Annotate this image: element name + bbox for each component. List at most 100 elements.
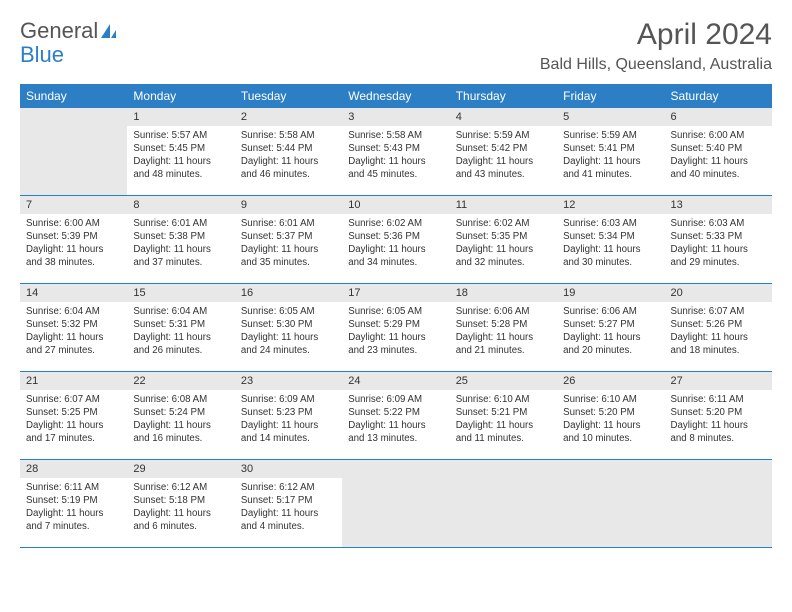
day-details: Sunrise: 6:07 AMSunset: 5:26 PMDaylight:…: [665, 302, 772, 361]
day-number: 29: [127, 460, 234, 478]
calendar-day-cell: 27Sunrise: 6:11 AMSunset: 5:20 PMDayligh…: [665, 372, 772, 460]
calendar-day-cell: 6Sunrise: 6:00 AMSunset: 5:40 PMDaylight…: [665, 108, 772, 196]
brand-logo: General: [20, 18, 118, 44]
month-title: April 2024: [540, 18, 772, 52]
day-number: 7: [20, 196, 127, 214]
calendar-day-cell: 16Sunrise: 6:05 AMSunset: 5:30 PMDayligh…: [235, 284, 342, 372]
day-number: 23: [235, 372, 342, 390]
day-details: Sunrise: 6:12 AMSunset: 5:18 PMDaylight:…: [127, 478, 234, 537]
day-details: Sunrise: 6:06 AMSunset: 5:28 PMDaylight:…: [450, 302, 557, 361]
calendar-day-cell: 5Sunrise: 5:59 AMSunset: 5:41 PMDaylight…: [557, 108, 664, 196]
calendar-blank-cell: [20, 108, 127, 196]
day-number: 25: [450, 372, 557, 390]
calendar-blank-cell: [557, 460, 664, 548]
header: General April 2024 Bald Hills, Queenslan…: [20, 18, 772, 74]
calendar-week-row: 7Sunrise: 6:00 AMSunset: 5:39 PMDaylight…: [20, 196, 772, 284]
calendar-day-cell: 20Sunrise: 6:07 AMSunset: 5:26 PMDayligh…: [665, 284, 772, 372]
calendar-day-cell: 12Sunrise: 6:03 AMSunset: 5:34 PMDayligh…: [557, 196, 664, 284]
brand-text-1: General: [20, 18, 98, 44]
calendar-day-cell: 11Sunrise: 6:02 AMSunset: 5:35 PMDayligh…: [450, 196, 557, 284]
calendar-day-cell: 22Sunrise: 6:08 AMSunset: 5:24 PMDayligh…: [127, 372, 234, 460]
sail-icon: [100, 22, 118, 40]
day-details: Sunrise: 6:03 AMSunset: 5:33 PMDaylight:…: [665, 214, 772, 273]
calendar-week-row: 14Sunrise: 6:04 AMSunset: 5:32 PMDayligh…: [20, 284, 772, 372]
day-number: 13: [665, 196, 772, 214]
day-number: 4: [450, 108, 557, 126]
calendar-day-cell: 1Sunrise: 5:57 AMSunset: 5:45 PMDaylight…: [127, 108, 234, 196]
day-details: Sunrise: 6:10 AMSunset: 5:20 PMDaylight:…: [557, 390, 664, 449]
day-number: 21: [20, 372, 127, 390]
day-header: Saturday: [665, 84, 772, 108]
day-details: Sunrise: 6:04 AMSunset: 5:32 PMDaylight:…: [20, 302, 127, 361]
day-details: Sunrise: 6:11 AMSunset: 5:19 PMDaylight:…: [20, 478, 127, 537]
day-header: Monday: [127, 84, 234, 108]
day-number: 17: [342, 284, 449, 302]
calendar-blank-cell: [450, 460, 557, 548]
day-details: Sunrise: 6:03 AMSunset: 5:34 PMDaylight:…: [557, 214, 664, 273]
day-details: Sunrise: 6:01 AMSunset: 5:37 PMDaylight:…: [235, 214, 342, 273]
calendar-blank-cell: [342, 460, 449, 548]
calendar-day-cell: 19Sunrise: 6:06 AMSunset: 5:27 PMDayligh…: [557, 284, 664, 372]
day-number: 26: [557, 372, 664, 390]
day-number: 3: [342, 108, 449, 126]
calendar-day-cell: 7Sunrise: 6:00 AMSunset: 5:39 PMDaylight…: [20, 196, 127, 284]
day-number: 6: [665, 108, 772, 126]
calendar-week-row: 21Sunrise: 6:07 AMSunset: 5:25 PMDayligh…: [20, 372, 772, 460]
calendar-day-cell: 15Sunrise: 6:04 AMSunset: 5:31 PMDayligh…: [127, 284, 234, 372]
day-number: 12: [557, 196, 664, 214]
day-details: Sunrise: 5:58 AMSunset: 5:43 PMDaylight:…: [342, 126, 449, 185]
day-details: Sunrise: 6:09 AMSunset: 5:23 PMDaylight:…: [235, 390, 342, 449]
calendar-day-cell: 23Sunrise: 6:09 AMSunset: 5:23 PMDayligh…: [235, 372, 342, 460]
calendar-day-cell: 30Sunrise: 6:12 AMSunset: 5:17 PMDayligh…: [235, 460, 342, 548]
day-number: 16: [235, 284, 342, 302]
day-number: 28: [20, 460, 127, 478]
day-number: 14: [20, 284, 127, 302]
brand-text-2: Blue: [20, 42, 64, 68]
calendar-day-cell: 26Sunrise: 6:10 AMSunset: 5:20 PMDayligh…: [557, 372, 664, 460]
day-details: Sunrise: 6:01 AMSunset: 5:38 PMDaylight:…: [127, 214, 234, 273]
day-number: 27: [665, 372, 772, 390]
day-details: Sunrise: 6:10 AMSunset: 5:21 PMDaylight:…: [450, 390, 557, 449]
day-details: Sunrise: 6:09 AMSunset: 5:22 PMDaylight:…: [342, 390, 449, 449]
day-details: Sunrise: 5:58 AMSunset: 5:44 PMDaylight:…: [235, 126, 342, 185]
day-header: Wednesday: [342, 84, 449, 108]
calendar-day-cell: 24Sunrise: 6:09 AMSunset: 5:22 PMDayligh…: [342, 372, 449, 460]
day-number: 10: [342, 196, 449, 214]
day-details: Sunrise: 6:00 AMSunset: 5:39 PMDaylight:…: [20, 214, 127, 273]
calendar-day-cell: 25Sunrise: 6:10 AMSunset: 5:21 PMDayligh…: [450, 372, 557, 460]
day-number: 2: [235, 108, 342, 126]
day-number: 18: [450, 284, 557, 302]
calendar-day-cell: 10Sunrise: 6:02 AMSunset: 5:36 PMDayligh…: [342, 196, 449, 284]
day-details: Sunrise: 5:59 AMSunset: 5:41 PMDaylight:…: [557, 126, 664, 185]
calendar-day-cell: 17Sunrise: 6:05 AMSunset: 5:29 PMDayligh…: [342, 284, 449, 372]
day-details: Sunrise: 6:07 AMSunset: 5:25 PMDaylight:…: [20, 390, 127, 449]
day-number: 11: [450, 196, 557, 214]
day-number: 1: [127, 108, 234, 126]
calendar-day-cell: 18Sunrise: 6:06 AMSunset: 5:28 PMDayligh…: [450, 284, 557, 372]
day-details: Sunrise: 6:04 AMSunset: 5:31 PMDaylight:…: [127, 302, 234, 361]
day-details: Sunrise: 5:57 AMSunset: 5:45 PMDaylight:…: [127, 126, 234, 185]
day-header: Sunday: [20, 84, 127, 108]
calendar-day-cell: 4Sunrise: 5:59 AMSunset: 5:42 PMDaylight…: [450, 108, 557, 196]
calendar-day-cell: 21Sunrise: 6:07 AMSunset: 5:25 PMDayligh…: [20, 372, 127, 460]
day-details: Sunrise: 6:11 AMSunset: 5:20 PMDaylight:…: [665, 390, 772, 449]
calendar-day-cell: 14Sunrise: 6:04 AMSunset: 5:32 PMDayligh…: [20, 284, 127, 372]
calendar-week-row: 28Sunrise: 6:11 AMSunset: 5:19 PMDayligh…: [20, 460, 772, 548]
calendar-table: SundayMondayTuesdayWednesdayThursdayFrid…: [20, 84, 772, 548]
day-number: 20: [665, 284, 772, 302]
day-details: Sunrise: 5:59 AMSunset: 5:42 PMDaylight:…: [450, 126, 557, 185]
calendar-day-cell: 2Sunrise: 5:58 AMSunset: 5:44 PMDaylight…: [235, 108, 342, 196]
day-details: Sunrise: 6:00 AMSunset: 5:40 PMDaylight:…: [665, 126, 772, 185]
day-details: Sunrise: 6:08 AMSunset: 5:24 PMDaylight:…: [127, 390, 234, 449]
day-number: 19: [557, 284, 664, 302]
day-number: 15: [127, 284, 234, 302]
day-number: 24: [342, 372, 449, 390]
day-header: Friday: [557, 84, 664, 108]
day-details: Sunrise: 6:05 AMSunset: 5:29 PMDaylight:…: [342, 302, 449, 361]
calendar-week-row: 1Sunrise: 5:57 AMSunset: 5:45 PMDaylight…: [20, 108, 772, 196]
calendar-day-cell: 28Sunrise: 6:11 AMSunset: 5:19 PMDayligh…: [20, 460, 127, 548]
day-number: 30: [235, 460, 342, 478]
calendar-blank-cell: [665, 460, 772, 548]
calendar-day-cell: 8Sunrise: 6:01 AMSunset: 5:38 PMDaylight…: [127, 196, 234, 284]
day-header: Tuesday: [235, 84, 342, 108]
